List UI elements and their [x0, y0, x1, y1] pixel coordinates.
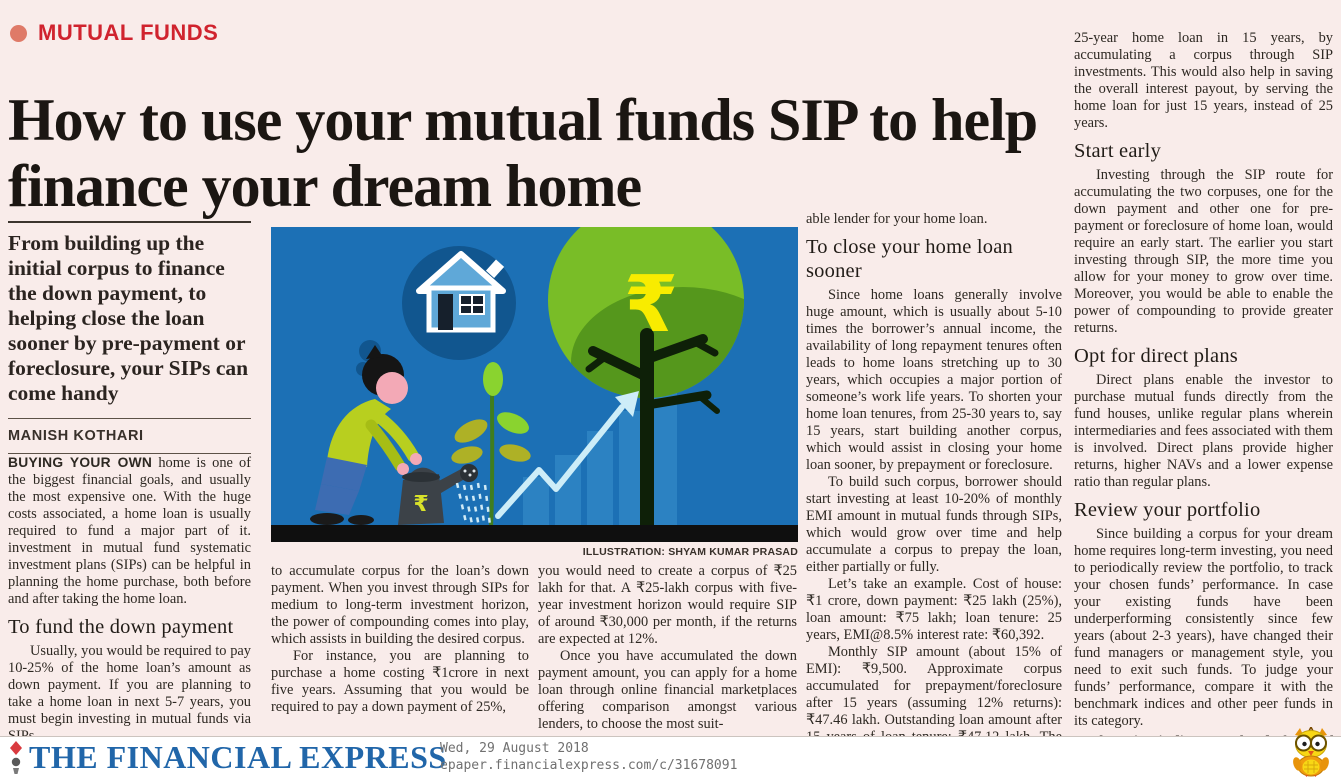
subheading-fund-down-payment: To fund the down payment: [8, 616, 234, 638]
column-5: 25-year home loan in 15 years, by accumu…: [1074, 30, 1333, 769]
footer-meta: Wed, 29 August 2018 epaper.financialexpr…: [440, 740, 737, 774]
masthead: THE FINANCIAL EXPRESS: [8, 739, 447, 776]
paragraph: you would need to create a corpus of ₹25…: [538, 563, 797, 647]
subheading-direct-plans: Opt for direct plans: [1074, 345, 1238, 367]
lead-caps: BUYING YOUR OWN: [8, 455, 153, 470]
owl-mascot-icon: [1293, 727, 1329, 777]
divider: [8, 453, 251, 454]
paragraph: Since home loans generally involve huge …: [806, 287, 1062, 473]
subheading-start-early: Start early: [1074, 140, 1162, 162]
illustration-credit: ILLUSTRATION: SHYAM KUMAR PRASAD: [582, 546, 798, 558]
paragraph: 25-year home loan in 15 years, by accumu…: [1074, 30, 1333, 131]
section-dot-icon: [10, 24, 27, 42]
paragraph: Since building a corpus for your dream h…: [1074, 526, 1333, 729]
masthead-title: THE FINANCIAL EXPRESS: [29, 739, 447, 775]
paragraph: For instance, you are planning to purcha…: [271, 648, 529, 715]
lead-rest: home is one of the biggest financial goa…: [8, 455, 252, 607]
growth-arrow-icon: [495, 391, 639, 519]
byline: MANISH KOTHARI: [8, 428, 144, 444]
divider: [8, 418, 251, 419]
watering-man-figure: [310, 345, 422, 525]
paragraph: To build such corpus, borrower should st…: [806, 474, 1062, 575]
water-drops: [455, 482, 492, 530]
money-tree: ₹: [548, 227, 744, 534]
paragraph: Once you have accumulated the down payme…: [538, 648, 797, 732]
lead-paragraph: BUYING YOUR OWN home is one of the bigge…: [8, 454, 251, 608]
article-headline: How to use your mutual funds SIP to help…: [8, 87, 1038, 219]
publication-date: Wed, 29 August 2018: [440, 741, 589, 756]
epaper-url-link[interactable]: epaper.financialexpress.com/c/31678091: [440, 758, 738, 773]
subheading-review-portfolio: Review your portfolio: [1074, 499, 1261, 521]
rupee-symbol-tree: ₹: [624, 260, 678, 350]
watering-can: ₹: [398, 464, 478, 525]
column-1: From building up the initial corpus to f…: [8, 221, 251, 745]
column-2: to accumulate corpus for the loan’s down…: [271, 563, 529, 716]
subheading-close-loan-sooner: To close your home loan sooner: [806, 236, 1013, 282]
article-illustration: ₹: [271, 227, 798, 542]
column-3: you would need to create a corpus of ₹25…: [538, 563, 797, 733]
divider: [8, 221, 251, 223]
paragraph: Usually, you would be required to pay 10…: [8, 643, 251, 744]
house-icon: [416, 251, 506, 333]
ground: [271, 525, 798, 542]
paragraph: Investing through the SIP route for accu…: [1074, 167, 1333, 336]
rupee-symbol-can: ₹: [413, 492, 428, 517]
financial-express-logo-icon: [10, 741, 22, 774]
paragraph: able lender for your home loan.: [806, 211, 988, 227]
paragraph: to accumulate corpus for the loan’s down…: [271, 563, 529, 647]
sapling-plant: [451, 362, 531, 528]
paragraph: Let’s take an example. Cost of house: ₹1…: [806, 576, 1062, 643]
section-label: MUTUAL FUNDS: [38, 20, 219, 45]
column-4: able lender for your home loan. To close…: [806, 211, 1062, 763]
standfirst: From building up the initial corpus to f…: [8, 231, 249, 405]
paragraph: Direct plans enable the investor to purc…: [1074, 372, 1333, 490]
epaper-footer: THE FINANCIAL EXPRESS Wed, 29 August 201…: [0, 727, 1341, 778]
section-kicker: MUTUAL FUNDS: [10, 20, 218, 46]
